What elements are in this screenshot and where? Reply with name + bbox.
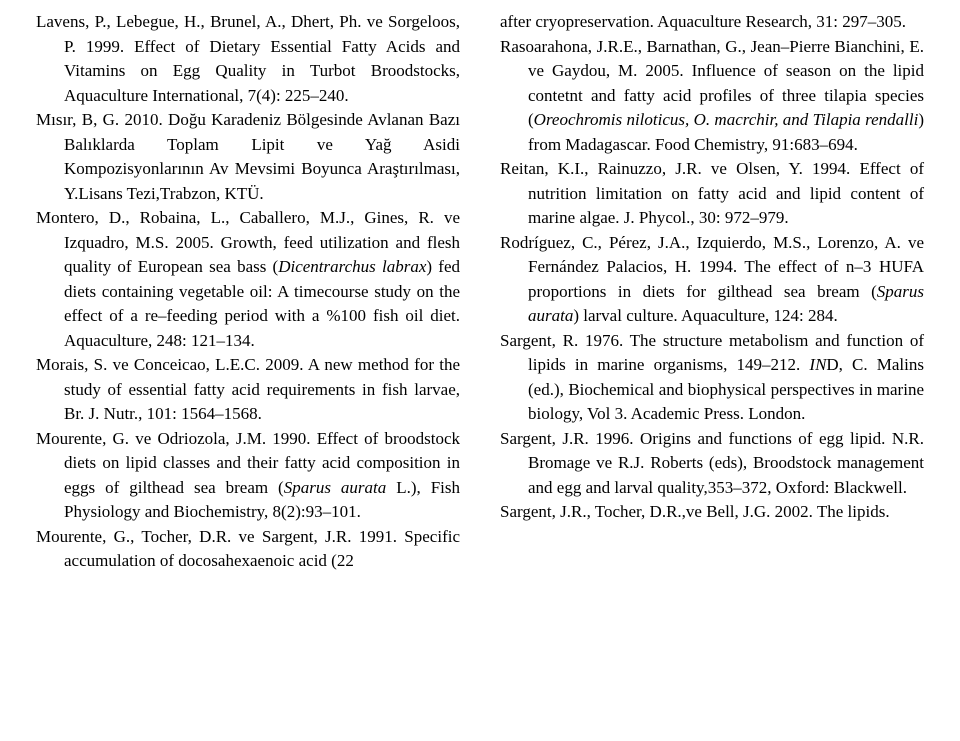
reference-entry: Sargent, J.R., Tocher, D.R.,ve Bell, J.G… bbox=[500, 500, 924, 525]
reference-entry: after cryopreservation. Aquaculture Rese… bbox=[500, 10, 924, 35]
reference-entry: Morais, S. ve Conceicao, L.E.C. 2009. A … bbox=[36, 353, 460, 427]
reference-entry: Rodríguez, C., Pérez, J.A., Izquierdo, M… bbox=[500, 231, 924, 329]
reference-entry: Sargent, J.R. 1996. Origins and function… bbox=[500, 427, 924, 501]
references-page: Lavens, P., Lebegue, H., Brunel, A., Dhe… bbox=[0, 0, 960, 741]
reference-entry: Reitan, K.I., Rainuzzo, J.R. ve Olsen, Y… bbox=[500, 157, 924, 231]
reference-entry: Mourente, G. ve Odriozola, J.M. 1990. Ef… bbox=[36, 427, 460, 525]
reference-entry: Rasoarahona, J.R.E., Barnathan, G., Jean… bbox=[500, 35, 924, 158]
reference-entry: Mısır, B, G. 2010. Doğu Karadeniz Bölges… bbox=[36, 108, 460, 206]
reference-entry: Mourente, G., Tocher, D.R. ve Sargent, J… bbox=[36, 525, 460, 574]
reference-entry: Sargent, R. 1976. The structure metaboli… bbox=[500, 329, 924, 427]
reference-entry: Lavens, P., Lebegue, H., Brunel, A., Dhe… bbox=[36, 10, 460, 108]
reference-entry: Montero, D., Robaina, L., Caballero, M.J… bbox=[36, 206, 460, 353]
